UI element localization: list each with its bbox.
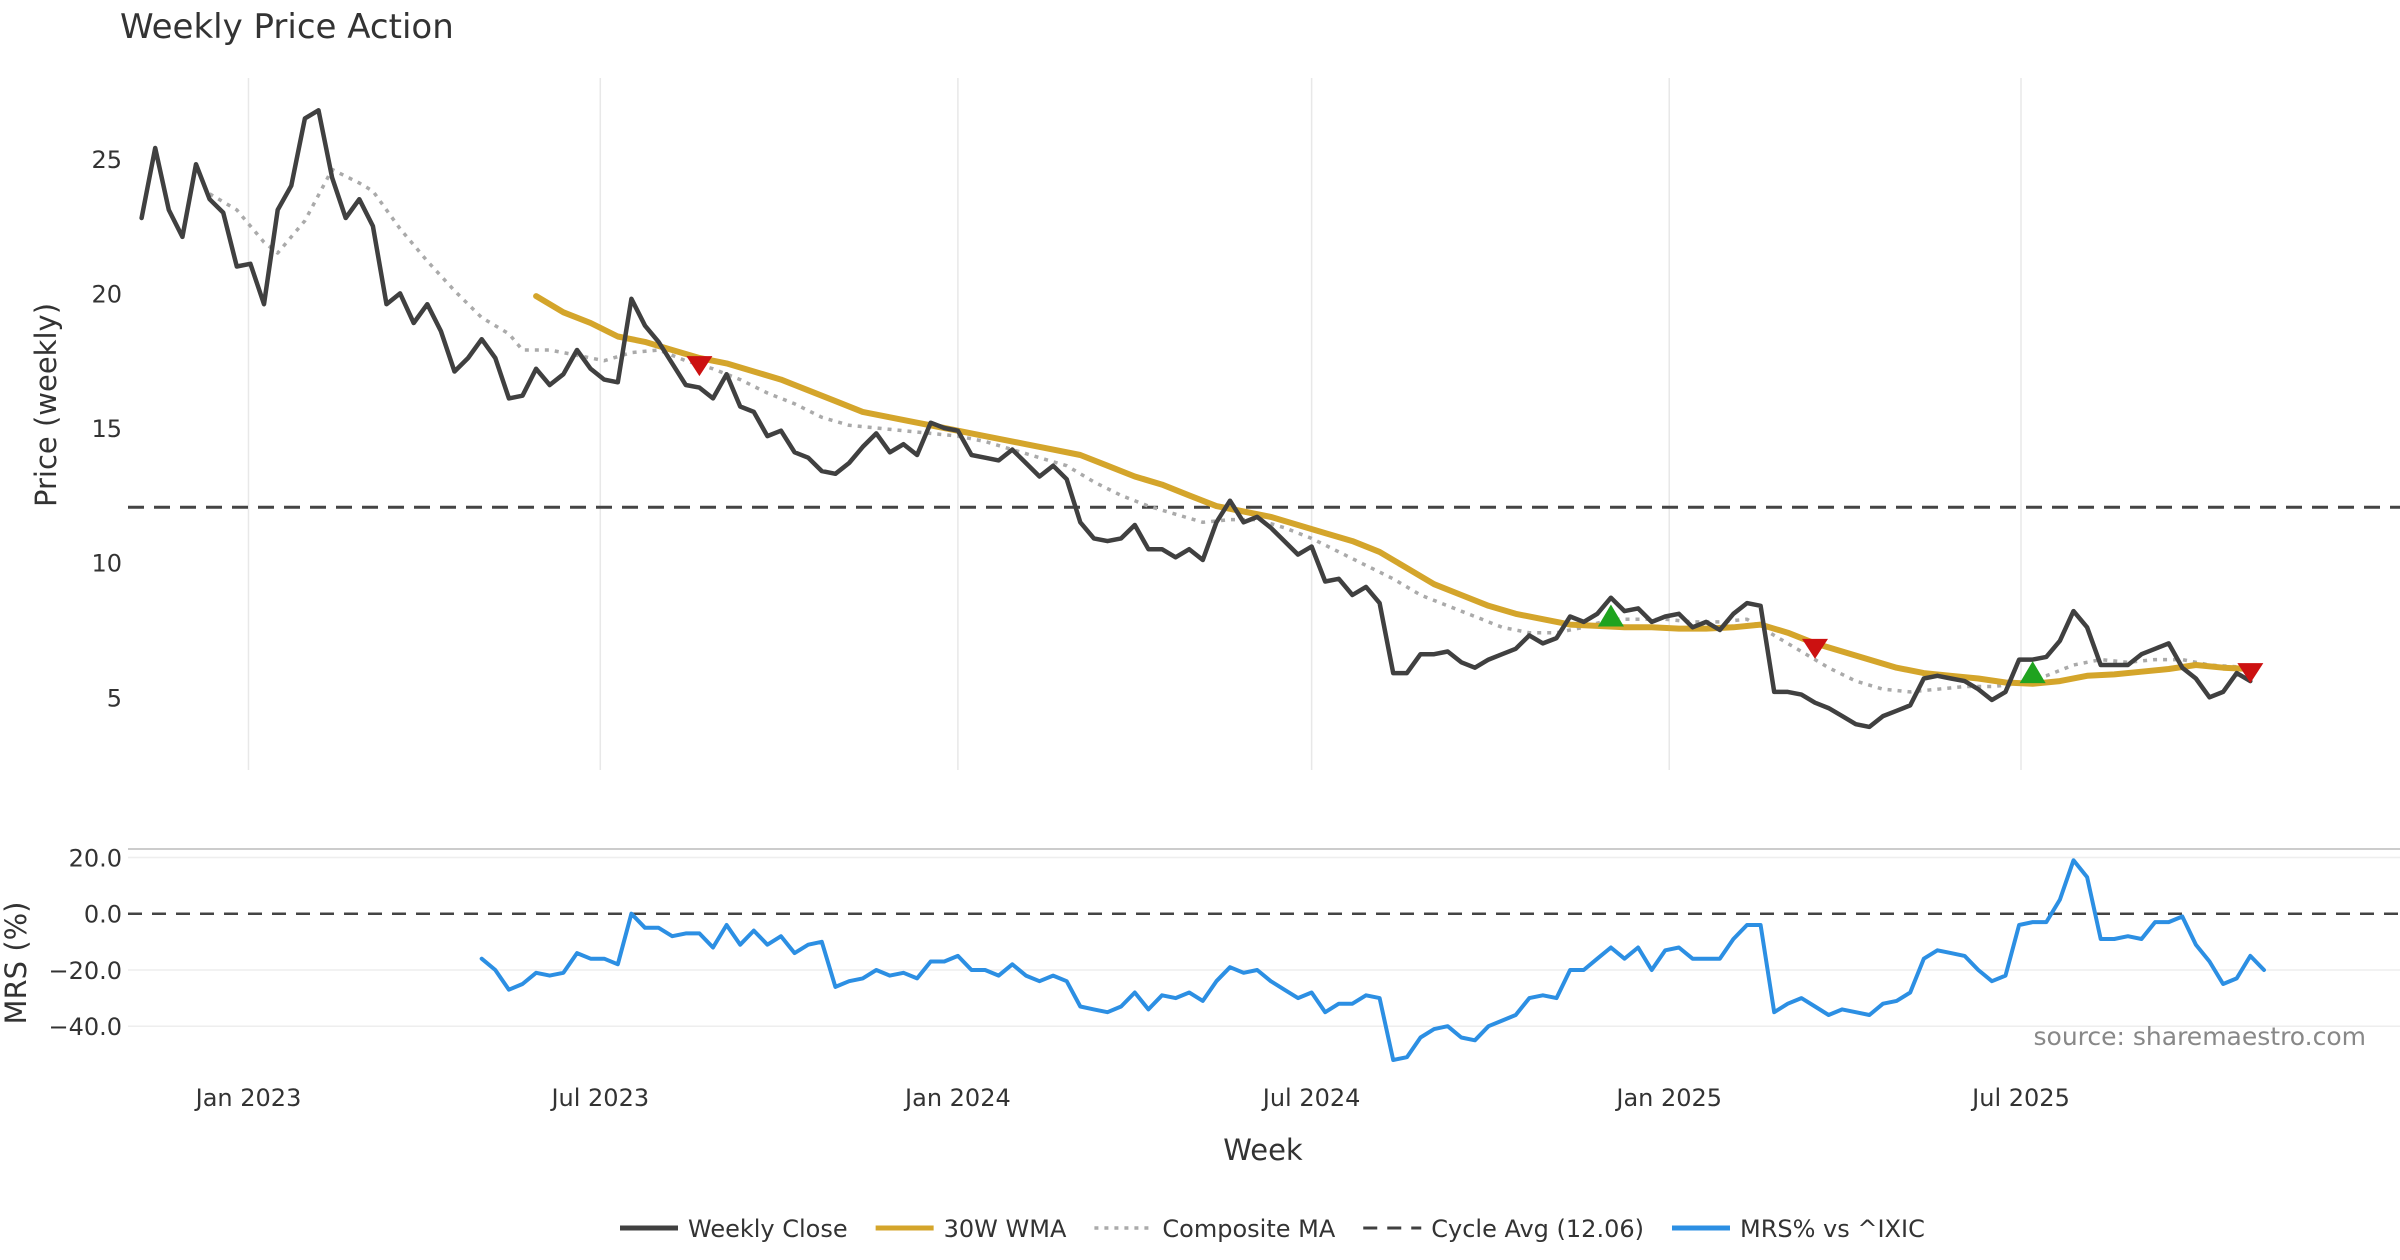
xtick-label: Jul 2024 <box>1261 1084 1361 1112</box>
xtick-label: Jan 2023 <box>194 1084 302 1112</box>
main-ytick-label: 10 <box>91 550 122 578</box>
mrs-ytick-label: −20.0 <box>48 957 122 985</box>
sell-signal-marker <box>1801 638 1828 659</box>
source-note: source: sharemaestro.com <box>2034 1022 2367 1051</box>
legend-item: Cycle Avg (12.06) <box>1363 1215 1644 1243</box>
composite-ma-line <box>208 167 2251 694</box>
weekly-close-line <box>139 108 2253 730</box>
mrs-ytick-label: 20.0 <box>69 844 122 872</box>
signal-markers <box>686 356 2264 684</box>
buy-signal-marker <box>2019 661 2046 684</box>
legend-item: 30W WMA <box>875 1215 1067 1243</box>
x-ticks: Jan 2023 Jul 2023 Jan 2024 Jul 2024 Jan 2025… <box>194 1084 2070 1112</box>
xtick-label: Jan 2025 <box>1614 1084 1722 1112</box>
xtick-label: Jul 2025 <box>1970 1084 2070 1112</box>
main-ytick-label: 5 <box>107 684 122 712</box>
sell-signal-marker <box>686 356 713 377</box>
sell-signal-marker <box>2237 663 2264 684</box>
mrs-gridlines <box>128 856 2400 1027</box>
x-axis-label: Week <box>1223 1133 1303 1167</box>
mrs-ytick-label: 0.0 <box>84 901 122 929</box>
legend-item: MRS% vs ^IXIC <box>1671 1215 1925 1243</box>
main-y-axis-label: Price (weekly) <box>29 303 63 507</box>
legend-item: Weekly Close <box>620 1215 848 1243</box>
legend-item: Composite MA <box>1094 1215 1336 1243</box>
buy-signal-marker <box>1597 604 1624 627</box>
xtick-label: Jan 2024 <box>903 1084 1011 1112</box>
xtick-label: Jul 2023 <box>549 1084 649 1112</box>
wma-30w-line <box>533 293 2254 687</box>
legend-label: Composite MA <box>1162 1215 1335 1243</box>
main-gridlines <box>247 78 2022 770</box>
legend-label: MRS% vs ^IXIC <box>1740 1215 1925 1243</box>
legend-label: Cycle Avg (12.06) <box>1431 1215 1644 1243</box>
legend-label: Weekly Close <box>688 1215 848 1243</box>
mrs-y-axis-label: MRS (%) <box>0 902 33 1025</box>
main-series <box>128 108 2400 730</box>
legend: Weekly Close 30W WMA Composite MA Cycle Avg… <box>620 1215 1925 1243</box>
mrs-ytick-label: −40.0 <box>48 1013 122 1041</box>
mrs-line <box>479 858 2266 1062</box>
main-ytick-label: 20 <box>91 280 122 308</box>
main-ytick-label: 15 <box>91 415 122 443</box>
chart-title: Weekly Price Action <box>120 7 454 47</box>
main-ytick-label: 25 <box>91 146 122 174</box>
mrs-series <box>479 858 2266 1062</box>
main-y-ticks: 5 10 15 20 25 <box>91 146 122 713</box>
mrs-y-ticks: 20.0 0.0 −20.0 −40.0 <box>48 844 122 1041</box>
legend-label: 30W WMA <box>944 1215 1067 1243</box>
